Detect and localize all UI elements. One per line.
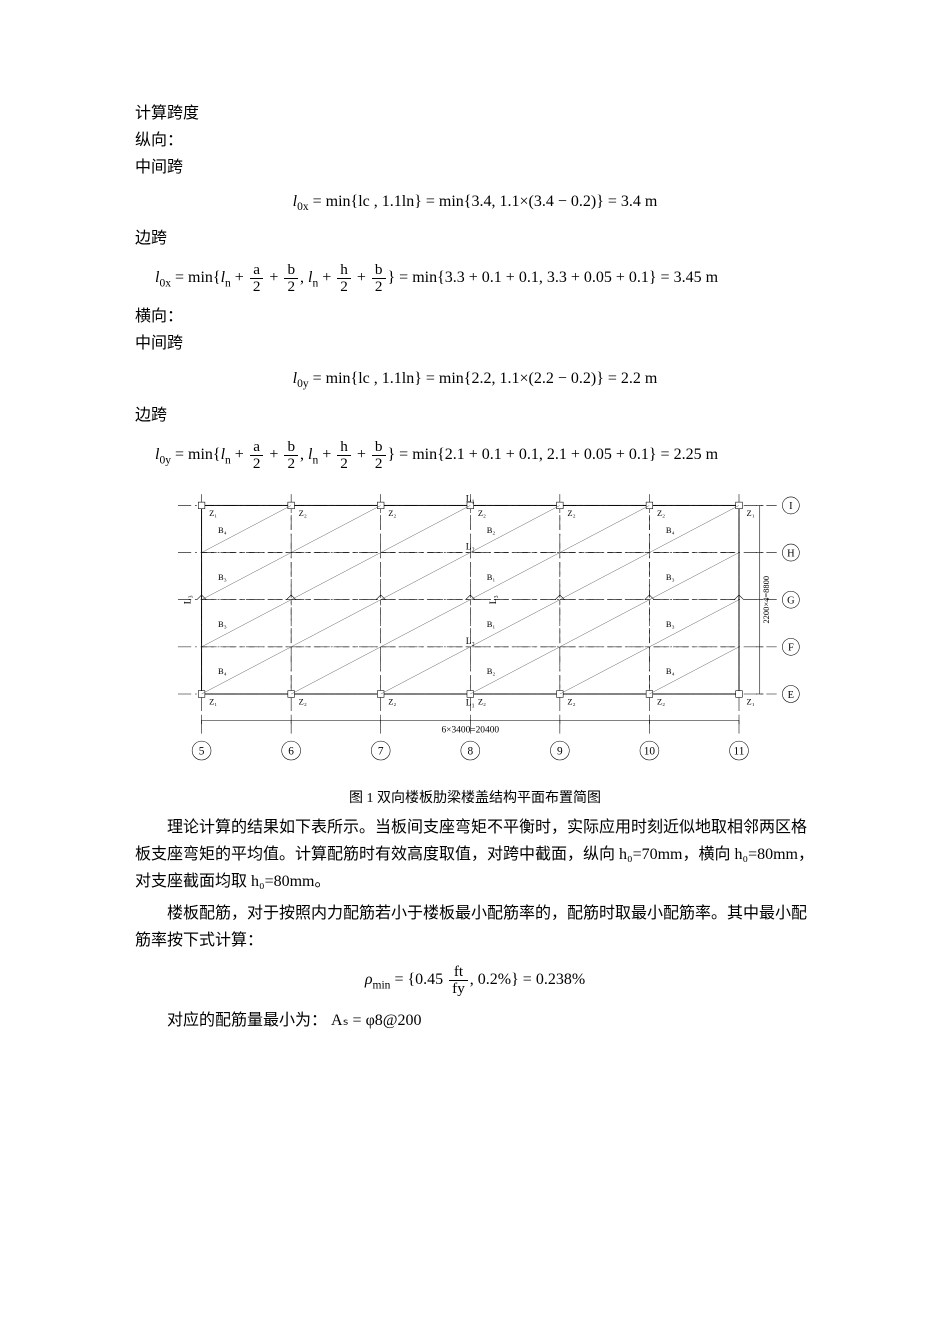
svg-text:Z₂: Z₂ bbox=[388, 508, 396, 518]
svg-text:L₃: L₃ bbox=[489, 596, 499, 605]
svg-text:B₁: B₁ bbox=[487, 572, 496, 582]
svg-text:L₁: L₁ bbox=[466, 495, 475, 505]
svg-text:B₃: B₃ bbox=[218, 620, 227, 630]
svg-text:B₄: B₄ bbox=[218, 667, 227, 677]
svg-text:B₃: B₃ bbox=[218, 572, 227, 582]
svg-text:H: H bbox=[787, 549, 795, 560]
svg-text:L₃: L₃ bbox=[183, 596, 193, 605]
text-line: 中间跨 bbox=[135, 156, 815, 181]
svg-text:E: E bbox=[788, 690, 794, 701]
svg-text:Z₁: Z₁ bbox=[209, 697, 217, 707]
svg-text:Z₂: Z₂ bbox=[478, 508, 486, 518]
text-line: 计算跨度 bbox=[135, 102, 815, 127]
formula-l0x-edge: l0x = min{ln + a2 + b2, ln + h2 + b2} = … bbox=[155, 262, 815, 295]
svg-text:F: F bbox=[788, 643, 794, 654]
svg-text:11: 11 bbox=[734, 746, 745, 758]
svg-text:Z₁: Z₁ bbox=[209, 508, 217, 518]
formula-rho-min: ρmin = {0.45 ftfy, 0.2%} = 0.238% bbox=[135, 964, 815, 997]
svg-text:B₄: B₄ bbox=[218, 525, 227, 535]
svg-text:5: 5 bbox=[199, 746, 205, 758]
svg-text:Z₂: Z₂ bbox=[657, 508, 665, 518]
page: 计算跨度 纵向： 中间跨 l0x = min{lc , 1.1ln} = min… bbox=[0, 0, 945, 1337]
svg-text:B₃: B₃ bbox=[666, 572, 675, 582]
figure-caption: 图 1 双向楼板肋梁楼盖结构平面布置简图 bbox=[135, 788, 815, 810]
text-line: 边跨 bbox=[135, 404, 815, 429]
structural-plan-diagram: I H G F E 5 6 7 8 9 10 11 L₁ L₁ L₂ L₂ L₃ L₃ Z₁ Z₁ Z₂ Z₂ Z₂ Z₂ Z₂… bbox=[145, 483, 815, 782]
paragraph: 对应的配筋量最小为： Aₛ = φ8@200 bbox=[135, 1007, 815, 1034]
svg-text:6: 6 bbox=[288, 746, 294, 758]
paragraph: 楼板配筋，对于按照内力配筋若小于楼板最小配筋率的，配筋时取最小配筋率。其中最小配… bbox=[135, 900, 815, 954]
svg-text:10: 10 bbox=[644, 746, 656, 758]
svg-text:7: 7 bbox=[378, 746, 384, 758]
svg-text:Z₁: Z₁ bbox=[747, 697, 755, 707]
svg-text:B₄: B₄ bbox=[666, 667, 675, 677]
svg-text:B₁: B₁ bbox=[487, 620, 496, 630]
svg-text:Z₂: Z₂ bbox=[299, 508, 307, 518]
svg-text:8: 8 bbox=[467, 746, 473, 758]
svg-text:B₃: B₃ bbox=[666, 620, 675, 630]
svg-text:Z₂: Z₂ bbox=[388, 697, 396, 707]
svg-text:L₂: L₂ bbox=[466, 543, 475, 553]
svg-text:L₂: L₂ bbox=[466, 637, 475, 647]
paragraph: 理论计算的结果如下表所示。当板间支座弯矩不平衡时，实际应用时刻近似地取相邻两区格… bbox=[135, 814, 815, 896]
formula-l0y-mid: l0y = min{lc , 1.1ln} = min{2.2, 1.1×(2.… bbox=[135, 367, 815, 394]
svg-text:9: 9 bbox=[557, 746, 563, 758]
svg-text:B₂: B₂ bbox=[487, 525, 496, 535]
svg-text:Z₂: Z₂ bbox=[567, 508, 575, 518]
svg-text:Z₁: Z₁ bbox=[747, 508, 755, 518]
text-line: 边跨 bbox=[135, 227, 815, 252]
svg-text:6×3400=20400: 6×3400=20400 bbox=[441, 726, 499, 736]
svg-text:2200×4=8800: 2200×4=8800 bbox=[761, 576, 771, 624]
svg-text:L₁: L₁ bbox=[466, 699, 475, 709]
svg-text:Z₂: Z₂ bbox=[657, 697, 665, 707]
svg-text:Z₂: Z₂ bbox=[299, 697, 307, 707]
svg-text:Z₂: Z₂ bbox=[567, 697, 575, 707]
text-line: 纵向： bbox=[135, 129, 815, 154]
svg-text:B₄: B₄ bbox=[666, 525, 675, 535]
text-line: 横向： bbox=[135, 305, 815, 330]
formula-l0y-edge: l0y = min{ln + a2 + b2, ln + h2 + b2} = … bbox=[155, 439, 815, 472]
svg-text:I: I bbox=[789, 502, 793, 513]
text-line: 中间跨 bbox=[135, 332, 815, 357]
formula-l0x-mid: l0x = min{lc , 1.1ln} = min{3.4, 1.1×(3.… bbox=[135, 190, 815, 217]
svg-text:B₂: B₂ bbox=[487, 667, 496, 677]
svg-text:Z₂: Z₂ bbox=[478, 697, 486, 707]
svg-text:G: G bbox=[787, 596, 795, 607]
